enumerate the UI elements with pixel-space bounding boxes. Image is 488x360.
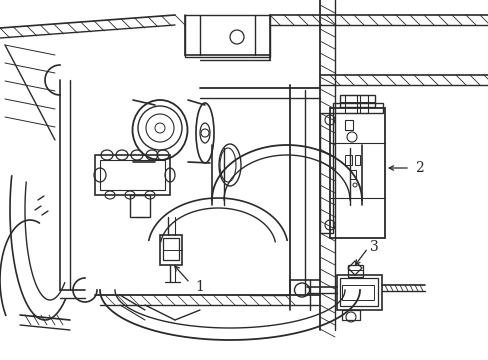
Text: 2: 2 [414,161,423,175]
Bar [332,103,382,113]
Text: 1: 1 [195,280,203,294]
Bar [130,195,150,217]
Bar [184,15,269,57]
Bar [329,108,384,238]
Bar [354,155,359,165]
Bar [341,285,373,300]
Bar [349,170,355,179]
Text: 3: 3 [369,240,378,254]
Bar [100,160,164,190]
Bar [347,265,362,277]
Bar [336,275,381,310]
Bar [339,95,374,107]
Bar [359,95,367,113]
Bar [345,120,352,130]
Bar [341,310,359,320]
Bar [160,235,182,265]
Bar [95,155,170,195]
Bar [163,238,179,260]
Bar [345,155,351,165]
Bar [339,278,377,306]
Bar [319,113,332,233]
Bar [345,95,356,113]
